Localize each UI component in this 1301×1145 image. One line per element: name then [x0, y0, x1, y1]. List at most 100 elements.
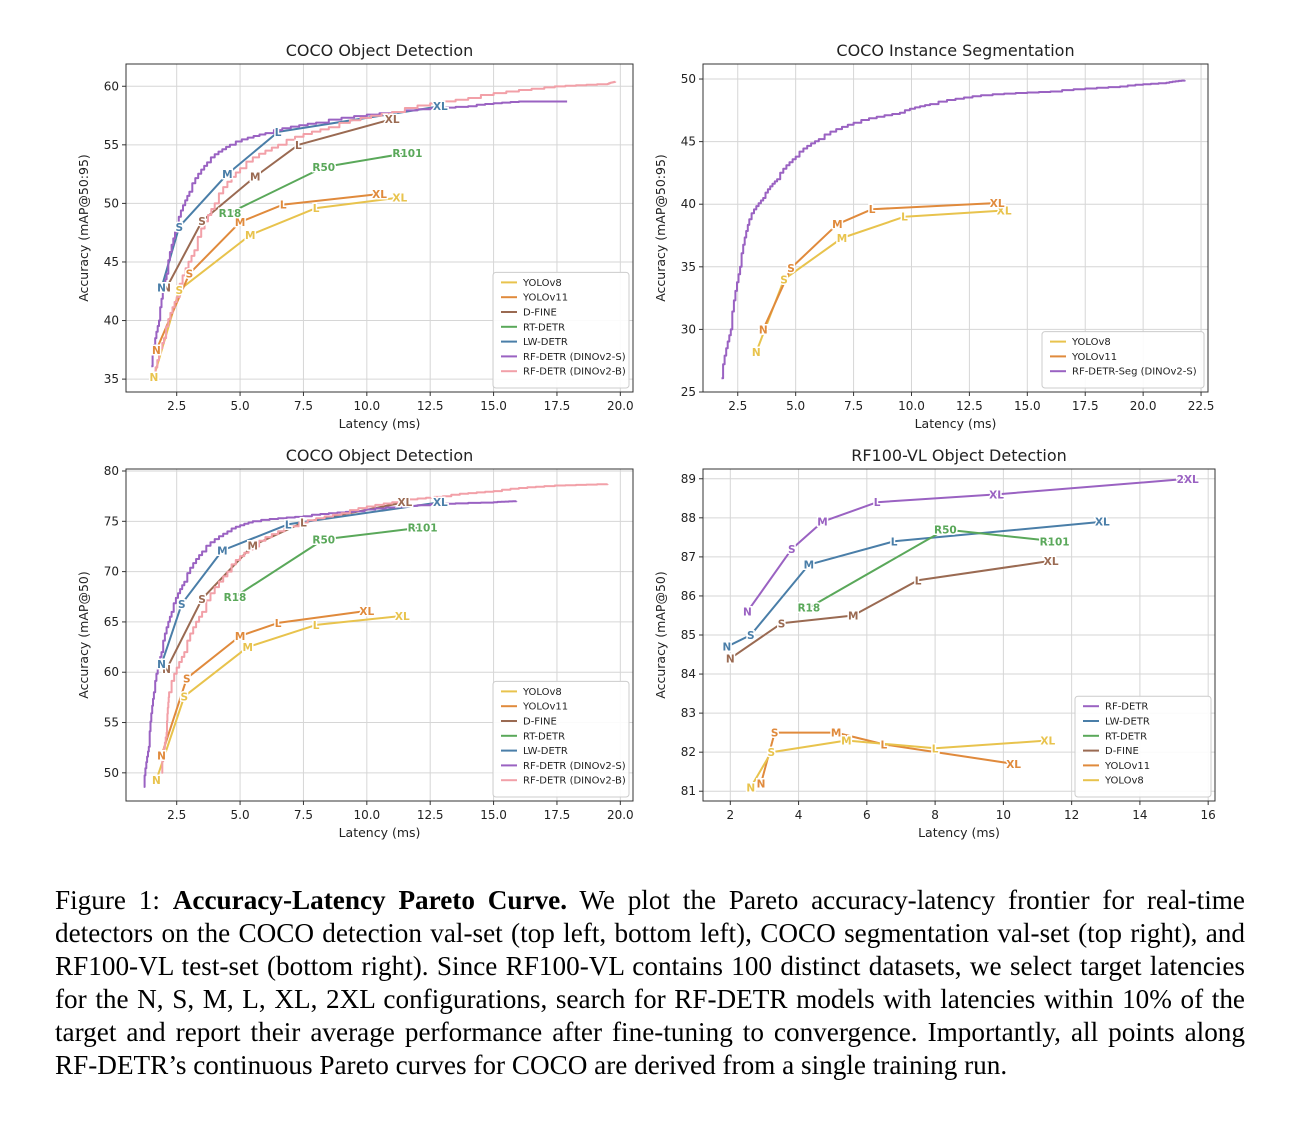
- series-line-yolov11: [762, 202, 998, 330]
- series-line-rf-detr-dinov2-s: [143, 500, 518, 788]
- point-label-lw-detr: M: [804, 560, 814, 572]
- plot-frame: [125, 63, 634, 393]
- chart-panel-4: 2 4 6 8 10 12 14 16 81 82 83 84 85 86 87 88 89 RF100-VL O…: [653, 446, 1216, 840]
- series-group: [721, 79, 1186, 380]
- chart-title: COCO Instance Segmentation: [836, 41, 1074, 60]
- point-label-yolov11: M: [235, 217, 245, 229]
- point-label-yolov8: XL: [395, 611, 410, 623]
- y-tick-label: 87: [681, 550, 696, 564]
- x-tick-label: 15.0: [480, 399, 507, 413]
- series-line-rt-detr: [229, 152, 408, 214]
- point-label-yolov8: M: [841, 735, 851, 747]
- point-label-d-fine: L: [300, 517, 307, 529]
- x-tick-label: 12.5: [956, 399, 983, 413]
- series-line-rf-detr-dinov2-s: [151, 100, 568, 368]
- point-label-d-fine: S: [778, 618, 786, 630]
- point-label-d-fine: M: [248, 540, 258, 552]
- legend: YOLOv8 YOLOv11 RF-DETR-Seg (DINOv2-S): [1041, 331, 1205, 389]
- point-label-rf-detr: 2XL: [1177, 474, 1199, 486]
- series-line-yolov11: [160, 609, 367, 757]
- series-line-lw-detr: [160, 501, 441, 665]
- chart-title: RF100-VL Object Detection: [851, 446, 1067, 465]
- x-tick-label: 10.0: [353, 399, 380, 413]
- point-label-rf-detr: N: [743, 607, 752, 619]
- x-axis-label: Latency (ms): [918, 825, 1000, 840]
- y-tick-label: 45: [104, 255, 119, 269]
- legend-entry: RT-DETR: [523, 322, 565, 333]
- y-tick-label: 89: [681, 472, 696, 486]
- y-tick-label: 50: [104, 196, 119, 210]
- y-tick-label: 45: [681, 135, 696, 149]
- y-tick-label: 60: [104, 79, 119, 93]
- point-label-rt-detr: R50: [312, 534, 335, 546]
- y-tick-label: 60: [104, 665, 119, 679]
- x-tick-label: 10.0: [898, 399, 925, 413]
- x-tick-label: 5.0: [786, 399, 805, 413]
- legend-entry: YOLOv11: [522, 293, 568, 304]
- point-label-yolov8: XL: [997, 205, 1012, 217]
- x-tick-label: 5.0: [231, 399, 250, 413]
- point-label-yolov11: XL: [990, 198, 1005, 210]
- point-label-lw-detr: XL: [433, 497, 448, 509]
- series-line-yolov8: [749, 739, 1048, 788]
- legend-entry: D-FINE: [523, 308, 557, 319]
- legend-entry: RF-DETR (DINOv2-S): [523, 761, 626, 772]
- x-tick-label: 4: [795, 808, 803, 822]
- y-tick-label: 65: [104, 615, 119, 629]
- chart-panel-3: 2.5 5.0 7.5 10.0 12.5 15.0 17.5 20.0 50 55 60 65 70 7…: [76, 446, 634, 840]
- x-tick-label: 2.5: [167, 808, 186, 822]
- point-label-rt-detr: R18: [224, 592, 247, 604]
- point-label-yolov8: L: [932, 743, 939, 755]
- x-tick-label: 15.0: [1014, 399, 1041, 413]
- point-label-lw-detr: M: [217, 545, 227, 557]
- point-label-yolov11: S: [771, 728, 779, 740]
- point-label-d-fine: L: [915, 575, 922, 587]
- series-line-rf-detr: [746, 477, 1188, 613]
- y-tick-label: 70: [104, 565, 119, 579]
- point-label-yolov8: N: [746, 782, 755, 794]
- series-group: [151, 80, 617, 381]
- y-tick-label: 86: [681, 589, 696, 603]
- point-label-lw-detr: S: [747, 630, 755, 642]
- point-label-d-fine: XL: [385, 114, 400, 126]
- point-label-rt-detr: R18: [797, 603, 820, 615]
- series-line-yolov11: [760, 731, 1014, 784]
- point-label-yolov8: N: [152, 775, 161, 787]
- point-label-rt-detr: R101: [1040, 536, 1070, 548]
- y-tick-label: 40: [681, 197, 696, 211]
- point-label-yolov8: N: [149, 372, 158, 384]
- y-tick-label: 55: [104, 716, 119, 730]
- point-label-yolov8: L: [313, 620, 320, 632]
- point-label-yolov8: S: [780, 274, 788, 286]
- legend-entry: YOLOv8: [522, 278, 562, 289]
- point-label-yolov11: XL: [372, 189, 387, 201]
- x-axis-label: Latency (ms): [915, 416, 997, 431]
- x-tick-label: 2.5: [728, 399, 747, 413]
- y-tick-label: 85: [681, 628, 696, 642]
- point-label-yolov11: M: [832, 219, 842, 231]
- point-label-yolov8: XL: [1040, 735, 1055, 747]
- legend: YOLOv8 YOLOv11 D-FINE RT-DETR LW-DETR RF-DETR…: [492, 271, 630, 389]
- x-tick-label: 20.0: [607, 808, 634, 822]
- point-label-lw-detr: S: [175, 222, 183, 234]
- point-label-lw-detr: N: [157, 659, 166, 671]
- point-label-yolov8: S: [175, 285, 183, 297]
- y-tick-label: 81: [681, 784, 696, 798]
- point-label-rt-detr: R18: [219, 208, 242, 220]
- legend: YOLOv8 YOLOv11 D-FINE RT-DETR LW-DETR RF-DETR…: [492, 680, 630, 798]
- legend: RF-DETR LW-DETR RT-DETR D-FINE YOLOv11 YOLOv8: [1074, 695, 1212, 798]
- y-tick-label: 50: [104, 766, 119, 780]
- legend-entry: RF-DETR (DINOv2-B): [523, 776, 626, 787]
- x-tick-label: 7.5: [844, 399, 863, 413]
- point-label-yolov11: M: [235, 631, 245, 643]
- x-tick-label: 6: [863, 808, 871, 822]
- series-line-rf-detr-seg-dinov2-s: [721, 79, 1186, 380]
- legend-entry: LW-DETR: [1105, 717, 1150, 728]
- series-line-yolov11: [155, 193, 380, 351]
- point-label-d-fine: S: [198, 216, 206, 228]
- y-tick-label: 80: [104, 464, 119, 478]
- chart-title: COCO Object Detection: [286, 446, 474, 465]
- point-label-d-fine: XL: [1044, 556, 1059, 568]
- caption-body: We plot the Pareto accuracy-latency fron…: [55, 885, 1245, 1080]
- x-tick-label: 17.5: [1072, 399, 1099, 413]
